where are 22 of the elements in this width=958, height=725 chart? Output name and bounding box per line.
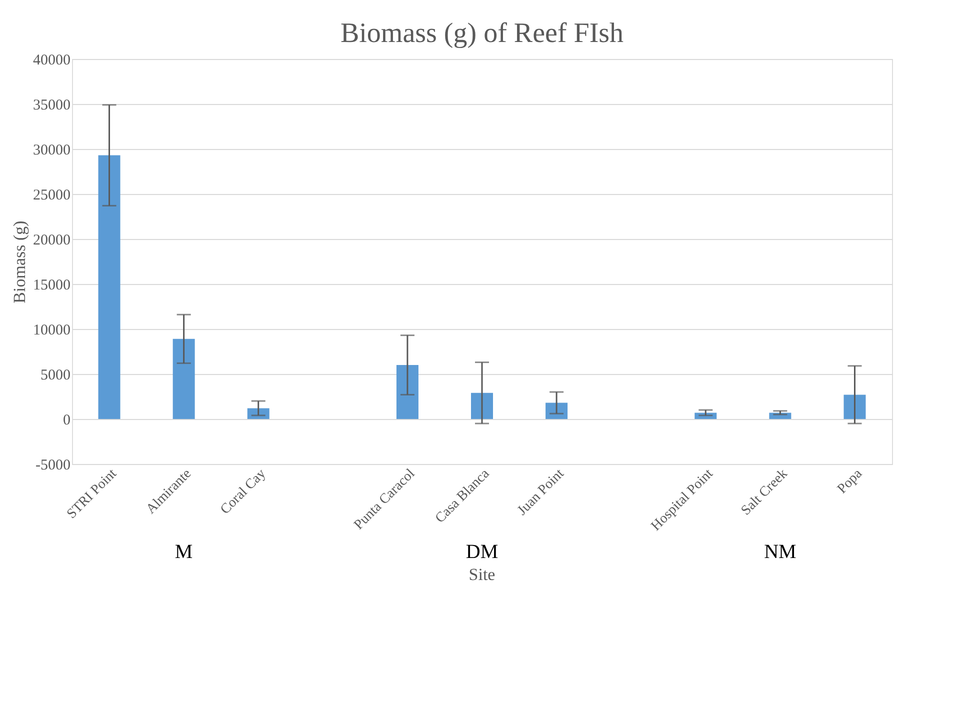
bar	[98, 155, 120, 419]
bar	[172, 338, 195, 419]
y-tick-label: 15000	[33, 278, 70, 294]
y-tick-label: 0	[63, 412, 70, 428]
y-tick-label: 5000	[40, 368, 70, 384]
x-tick-label: Popa	[834, 466, 866, 497]
x-axis-title: Site	[468, 565, 496, 584]
bar	[844, 394, 866, 419]
chart-title: Biomass (g) of Reef FIsh	[340, 18, 624, 49]
y-tick-label: 10000	[33, 322, 70, 338]
y-tick-label: 40000	[33, 52, 70, 68]
y-tick-label: 20000	[33, 232, 70, 248]
y-axis-title: Biomass (g)	[10, 220, 29, 304]
y-tick-label: 25000	[33, 188, 70, 204]
bar	[396, 365, 418, 419]
y-tick-label: 35000	[33, 98, 70, 114]
text: DM	[466, 541, 498, 563]
text: NM	[764, 541, 797, 563]
y-tick-label: 30000	[33, 142, 70, 158]
y-tick-label: -5000	[36, 458, 70, 474]
bar	[471, 392, 493, 419]
text: M	[174, 541, 193, 563]
